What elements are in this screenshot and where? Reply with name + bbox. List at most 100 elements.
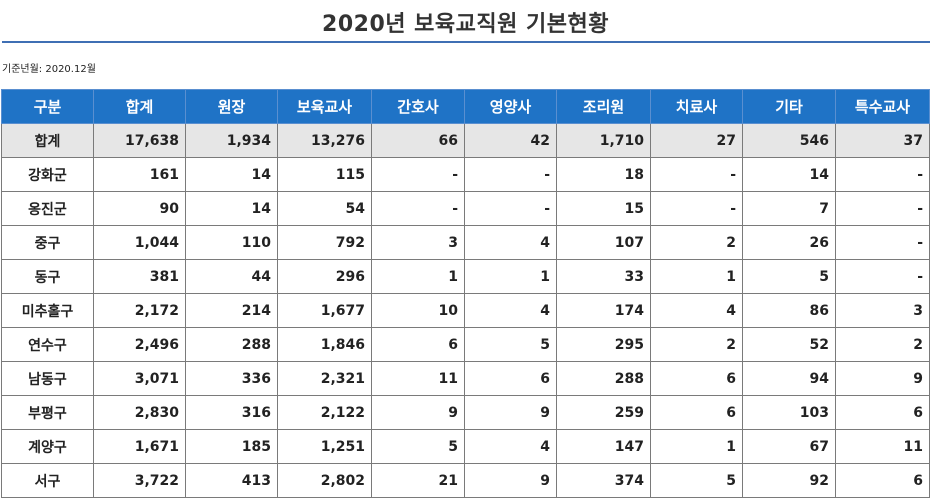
value-cell: 18 <box>556 157 651 192</box>
value-cell: 6 <box>835 395 930 430</box>
value-cell: 27 <box>650 123 743 158</box>
value-cell: 2,122 <box>277 395 372 430</box>
table-row: 서구 3,722 413 2,802 21 9 374 5 92 6 <box>1 463 930 498</box>
value-cell: 37 <box>835 123 930 158</box>
value-cell: 1,251 <box>277 429 372 464</box>
value-cell: 4 <box>464 429 557 464</box>
value-cell: 1 <box>371 259 465 294</box>
title-divider <box>2 41 930 43</box>
value-cell: 4 <box>650 293 743 328</box>
row-label-cell: 서구 <box>1 463 94 498</box>
col-header-nurse: 간호사 <box>371 89 465 124</box>
value-cell: 2 <box>650 225 743 260</box>
value-cell: 6 <box>371 327 465 362</box>
value-cell: 15 <box>556 191 651 226</box>
table-row: 미추홀구 2,172 214 1,677 10 4 174 4 86 3 <box>1 293 930 328</box>
value-cell: 14 <box>742 157 836 192</box>
value-cell: 115 <box>277 157 372 192</box>
value-cell: 1 <box>464 259 557 294</box>
value-cell: 6 <box>835 463 930 498</box>
value-cell: 1,677 <box>277 293 372 328</box>
value-cell: 336 <box>185 361 278 396</box>
value-cell: 17,638 <box>93 123 186 158</box>
table-row: 남동구 3,071 336 2,321 11 6 288 6 94 9 <box>1 361 930 396</box>
table-row: 옹진군 90 14 54- -15-7- <box>1 191 930 226</box>
value-cell: 6 <box>650 395 743 430</box>
table-row: 중구 1,044 110 792 3 4 107 2 26- <box>1 225 930 260</box>
col-header-category: 구분 <box>1 89 94 124</box>
value-cell: 66 <box>371 123 465 158</box>
value-cell: 110 <box>185 225 278 260</box>
value-cell: 11 <box>371 361 465 396</box>
value-cell: 67 <box>742 429 836 464</box>
value-cell: 11 <box>835 429 930 464</box>
value-cell: - <box>835 225 930 260</box>
value-cell: 103 <box>742 395 836 430</box>
value-cell: 4 <box>464 293 557 328</box>
row-label-cell: 동구 <box>1 259 94 294</box>
childcare-staff-table: 구분 합계 원장 보육교사 간호사 영양사 조리원 치료사 기타 특수교사 합계… <box>1 89 930 498</box>
table-header-row: 구분 합계 원장 보육교사 간호사 영양사 조리원 치료사 기타 특수교사 <box>1 89 930 124</box>
value-cell: 2,830 <box>93 395 186 430</box>
value-cell: 1 <box>650 259 743 294</box>
value-cell: - <box>464 157 557 192</box>
value-cell: 792 <box>277 225 372 260</box>
value-cell: 6 <box>464 361 557 396</box>
value-cell: 44 <box>185 259 278 294</box>
row-label-cell: 남동구 <box>1 361 94 396</box>
value-cell: 94 <box>742 361 836 396</box>
value-cell: 546 <box>742 123 836 158</box>
col-header-other: 기타 <box>742 89 836 124</box>
value-cell: 3,071 <box>93 361 186 396</box>
value-cell: 1,710 <box>556 123 651 158</box>
table-row: 부평구 2,830 316 2,122 9 9 259 6 103 6 <box>1 395 930 430</box>
value-cell: 2 <box>835 327 930 362</box>
value-cell: 413 <box>185 463 278 498</box>
value-cell: 26 <box>742 225 836 260</box>
value-cell: - <box>835 259 930 294</box>
page-title: 2020년 보육교직원 기본현황 <box>322 12 609 37</box>
value-cell: 7 <box>742 191 836 226</box>
value-cell: 161 <box>93 157 186 192</box>
table-row: 동구 381 44 296 1 1 33 1 5- <box>1 259 930 294</box>
value-cell: 2,321 <box>277 361 372 396</box>
value-cell: 288 <box>556 361 651 396</box>
value-cell: 1,846 <box>277 327 372 362</box>
value-cell: 6 <box>650 361 743 396</box>
value-cell: 259 <box>556 395 651 430</box>
value-cell: - <box>650 157 743 192</box>
value-cell: 1,671 <box>93 429 186 464</box>
value-cell: 90 <box>93 191 186 226</box>
value-cell: 2,172 <box>93 293 186 328</box>
value-cell: 374 <box>556 463 651 498</box>
row-label-cell: 부평구 <box>1 395 94 430</box>
value-cell: 381 <box>93 259 186 294</box>
value-cell: 54 <box>277 191 372 226</box>
col-header-special-teacher: 특수교사 <box>835 89 930 124</box>
value-cell: 9 <box>835 361 930 396</box>
value-cell: 3,722 <box>93 463 186 498</box>
value-cell: 14 <box>185 157 278 192</box>
value-cell: 14 <box>185 191 278 226</box>
row-label-cell: 미추홀구 <box>1 293 94 328</box>
col-header-total: 합계 <box>93 89 186 124</box>
row-label-cell: 계양구 <box>1 429 94 464</box>
value-cell: 288 <box>185 327 278 362</box>
row-label-cell: 강화군 <box>1 157 94 192</box>
value-cell: 5 <box>464 327 557 362</box>
value-cell: 10 <box>371 293 465 328</box>
value-cell: - <box>464 191 557 226</box>
reference-date: 기준년월: 2020.12월 <box>2 64 96 75</box>
value-cell: 9 <box>464 395 557 430</box>
value-cell: 147 <box>556 429 651 464</box>
value-cell: 86 <box>742 293 836 328</box>
value-cell: 1,044 <box>93 225 186 260</box>
value-cell: 4 <box>464 225 557 260</box>
col-header-therapist: 치료사 <box>650 89 743 124</box>
value-cell: 2,496 <box>93 327 186 362</box>
value-cell: 1,934 <box>185 123 278 158</box>
table-row: 연수구 2,496 288 1,846 6 5 295 2 52 2 <box>1 327 930 362</box>
value-cell: 5 <box>371 429 465 464</box>
value-cell: 2,802 <box>277 463 372 498</box>
value-cell: 42 <box>464 123 557 158</box>
